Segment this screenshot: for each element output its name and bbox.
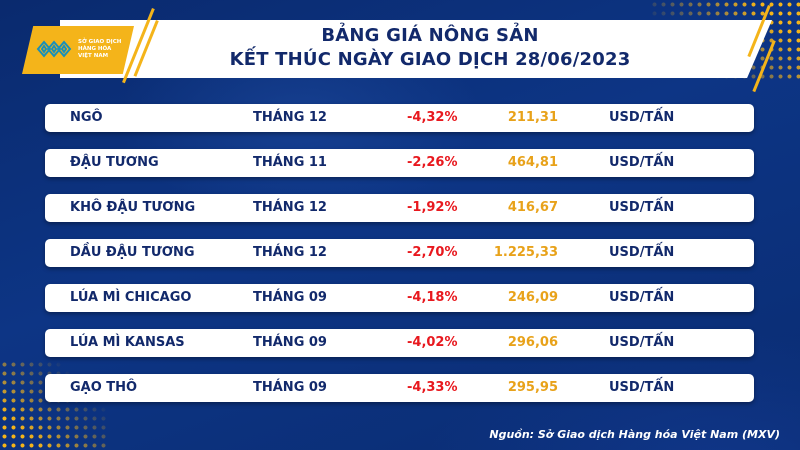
- table-row: GẠO THÔ THÁNG 09 -4,33% 295,95 USD/TẤN: [45, 374, 754, 402]
- price-change: -1,92%: [407, 200, 458, 215]
- price-change: -4,02%: [407, 335, 458, 350]
- price-value: 464,81: [507, 155, 558, 170]
- table-row: NGÔ THÁNG 12 -4,32% 211,31 USD/TẤN: [45, 104, 754, 132]
- table-row: ĐẬU TƯƠNG THÁNG 11 -2,26% 464,81 USD/TẤN: [45, 149, 754, 177]
- header-banner: [60, 20, 772, 78]
- price-change: -4,33%: [407, 380, 458, 395]
- commodity-name: NGÔ: [70, 110, 103, 125]
- price-change: -4,32%: [407, 110, 458, 125]
- price-unit: USD/TẤN: [609, 335, 675, 350]
- price-table: NGÔ THÁNG 12 -4,32% 211,31 USD/TẤN ĐẬU T…: [45, 104, 754, 419]
- table-row: DẦU ĐẬU TƯƠNG THÁNG 12 -2,70% 1.225,33 U…: [45, 239, 754, 267]
- price-unit: USD/TẤN: [609, 290, 675, 305]
- title-line-1: BẢNG GIÁ NÔNG SẢN: [321, 25, 539, 46]
- source-note: Nguồn: Sở Giao dịch Hàng hóa Việt Nam (M…: [489, 428, 780, 441]
- page-title: BẢNG GIÁ NÔNG SẢN KẾT THÚC NGÀY GIAO DỊC…: [180, 24, 680, 72]
- contract-month: THÁNG 12: [253, 110, 327, 125]
- contract-month: THÁNG 09: [253, 380, 327, 395]
- logo-line-3: VIỆT NAM: [78, 53, 109, 59]
- price-unit: USD/TẤN: [609, 380, 675, 395]
- mxv-logo-icon: [36, 40, 72, 58]
- price-change: -2,70%: [407, 245, 458, 260]
- table-row: LÚA MÌ CHICAGO THÁNG 09 -4,18% 246,09 US…: [45, 284, 754, 312]
- logo-text: SỞ GIAO DỊCH HÀNG HÓA VIỆT NAM: [78, 39, 138, 60]
- logo-line-1: SỞ GIAO DỊCH: [78, 39, 122, 45]
- price-change: -2,26%: [407, 155, 458, 170]
- price-value: 1.225,33: [493, 245, 558, 260]
- contract-month: THÁNG 09: [253, 290, 327, 305]
- price-unit: USD/TẤN: [609, 155, 675, 170]
- contract-month: THÁNG 12: [253, 200, 327, 215]
- logo-background: [22, 26, 134, 74]
- commodity-name: ĐẬU TƯƠNG: [70, 155, 159, 170]
- commodity-name: GẠO THÔ: [70, 380, 138, 395]
- price-unit: USD/TẤN: [609, 110, 675, 125]
- contract-month: THÁNG 11: [253, 155, 327, 170]
- commodity-name: LÚA MÌ CHICAGO: [70, 290, 192, 305]
- commodity-name: KHÔ ĐẬU TƯƠNG: [70, 200, 196, 215]
- table-row: KHÔ ĐẬU TƯƠNG THÁNG 12 -1,92% 416,67 USD…: [45, 194, 754, 222]
- title-line-2: KẾT THÚC NGÀY GIAO DỊCH 28/06/2023: [229, 49, 631, 70]
- contract-month: THÁNG 09: [253, 335, 327, 350]
- price-value: 246,09: [507, 290, 558, 305]
- contract-month: THÁNG 12: [253, 245, 327, 260]
- price-value: 295,95: [507, 380, 558, 395]
- commodity-name: LÚA MÌ KANSAS: [70, 335, 185, 350]
- price-value: 211,31: [507, 110, 558, 125]
- price-unit: USD/TẤN: [609, 245, 675, 260]
- price-unit: USD/TẤN: [609, 200, 675, 215]
- price-change: -4,18%: [407, 290, 458, 305]
- price-value: 416,67: [507, 200, 558, 215]
- commodity-name: DẦU ĐẬU TƯƠNG: [70, 245, 195, 260]
- logo-line-2: HÀNG HÓA: [78, 46, 112, 52]
- price-value: 296,06: [507, 335, 558, 350]
- table-row: LÚA MÌ KANSAS THÁNG 09 -4,02% 296,06 USD…: [45, 329, 754, 357]
